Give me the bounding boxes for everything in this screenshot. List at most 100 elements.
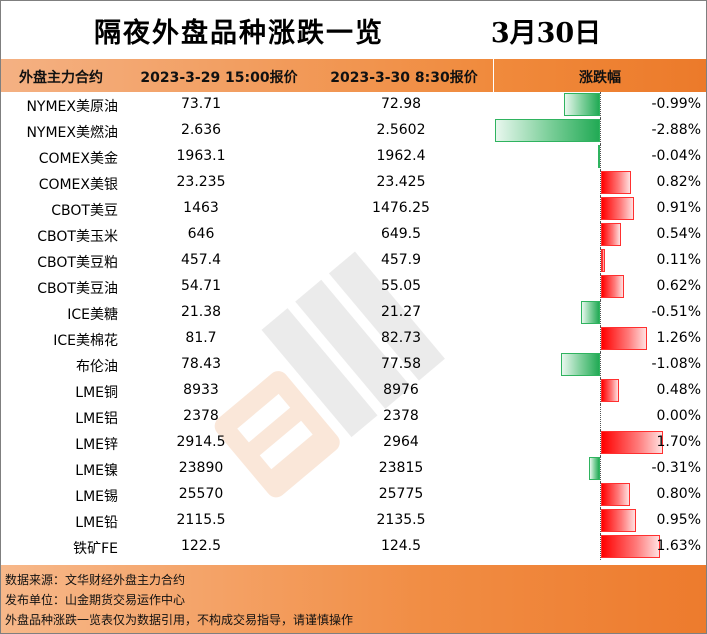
curr-price: 55.05 — [380, 278, 422, 294]
change-bar-cell — [494, 534, 706, 560]
prev-price: 78.43 — [180, 356, 222, 372]
change-bar-cell — [494, 482, 706, 508]
change-percent: -1.08% — [651, 356, 701, 372]
contract-name: LME锡 — [75, 489, 118, 505]
change-bar-cell — [494, 430, 706, 456]
contract-name: NYMEX美燃油 — [26, 125, 118, 141]
loss-bar — [560, 353, 600, 376]
contract-name: CBOT美玉米 — [37, 229, 118, 245]
zero-axis — [600, 534, 601, 560]
zero-axis — [600, 92, 601, 118]
prev-price: 2914.5 — [176, 434, 226, 450]
prev-price: 23890 — [178, 460, 224, 476]
change-bar-cell — [494, 170, 706, 196]
change-bar-cell — [494, 300, 706, 326]
table-footer: 数据来源：文华财经外盘主力合约 发布单位：山金期货交易运作中心 外盘品种涨跌一览… — [1, 565, 706, 633]
contract-name: LME铅 — [75, 515, 118, 531]
curr-price: 23815 — [378, 460, 424, 476]
contract-name: 铁矿FE — [73, 541, 118, 557]
contract-name: CBOT美豆粕 — [37, 255, 118, 271]
zero-axis — [600, 430, 601, 456]
footer-publisher: 发布单位：山金期货交易运作中心 — [5, 593, 186, 607]
gain-bar — [601, 431, 664, 454]
gain-bar — [601, 171, 631, 194]
loss-bar — [588, 457, 600, 480]
report-date: 3月30日 — [490, 18, 602, 49]
zero-axis — [600, 508, 601, 534]
table-row: ICE美棉花 81.7 82.73 1.26% — [1, 326, 706, 352]
column-header-change: 涨跌幅 — [579, 70, 621, 86]
prev-price: 1463 — [183, 200, 219, 216]
footer-source: 数据来源：文华财经外盘主力合约 — [5, 573, 186, 587]
zero-axis — [600, 170, 601, 196]
zero-axis — [600, 118, 601, 144]
table-row: LME铅 2115.5 2135.5 0.95% — [1, 508, 706, 534]
curr-price: 2135.5 — [376, 512, 426, 528]
footer-disclaimer: 外盘品种涨跌一览表仅为数据引用，不构成交易指导，请谨慎操作 — [5, 613, 354, 627]
loss-bar — [494, 119, 600, 142]
table-row: CBOT美豆 1463 1476.25 0.91% — [1, 196, 706, 222]
curr-price: 649.5 — [380, 226, 422, 242]
prev-price: 2.636 — [180, 122, 222, 138]
loss-bar — [598, 145, 600, 168]
loss-bar — [581, 301, 600, 324]
prev-price: 1963.1 — [176, 148, 226, 164]
table-body: NYMEX美原油 73.71 72.98 -0.99% NYMEX美燃油 2.636 2.5… — [1, 92, 706, 560]
prev-price: 646 — [187, 226, 215, 242]
change-percent: 0.91% — [656, 200, 701, 216]
zero-axis — [600, 482, 601, 508]
change-percent: -0.99% — [651, 96, 701, 112]
gain-bar — [601, 249, 605, 272]
contract-name: LME锌 — [75, 437, 118, 453]
gain-bar — [601, 197, 635, 220]
change-percent: -2.88% — [651, 122, 701, 138]
change-bar-cell — [494, 508, 706, 534]
curr-price: 77.58 — [380, 356, 422, 372]
gain-bar — [601, 379, 619, 402]
table-row: LME铜 8933 8976 0.48% — [1, 378, 706, 404]
change-bar-cell — [494, 118, 706, 144]
change-bar-cell — [494, 222, 706, 248]
table-row: CBOT美豆油 54.71 55.05 0.62% — [1, 274, 706, 300]
curr-price: 82.73 — [380, 330, 422, 346]
curr-price: 72.98 — [380, 96, 422, 112]
change-bar-cell — [494, 196, 706, 222]
gain-bar — [601, 275, 624, 298]
prev-price: 54.71 — [180, 278, 222, 294]
column-header-curr: 2023-3-30 8:30报价 — [330, 70, 478, 86]
change-percent: 1.70% — [656, 434, 701, 450]
contract-name: NYMEX美原油 — [26, 99, 118, 115]
prev-price: 81.7 — [185, 330, 217, 346]
table-row: LME锌 2914.5 2964 1.70% — [1, 430, 706, 456]
table-row: COMEX美银 23.235 23.425 0.82% — [1, 170, 706, 196]
table-row: ICE美糖 21.38 21.27 -0.51% — [1, 300, 706, 326]
contract-name: ICE美糖 — [67, 307, 118, 323]
curr-price: 25775 — [378, 486, 424, 502]
change-percent: 0.95% — [656, 512, 701, 528]
curr-price: 457.9 — [380, 252, 422, 268]
curr-price: 21.27 — [380, 304, 422, 320]
curr-price: 2378 — [383, 408, 419, 424]
prev-price: 73.71 — [180, 96, 222, 112]
curr-price: 1476.25 — [372, 200, 430, 216]
change-percent: -0.31% — [651, 460, 701, 476]
zero-axis — [600, 274, 601, 300]
change-percent: 1.63% — [656, 538, 701, 554]
gain-bar — [601, 509, 636, 532]
column-header-prev: 2023-3-29 15:00报价 — [140, 70, 298, 86]
zero-axis — [600, 378, 601, 404]
table-row: LME镍 23890 23815 -0.31% — [1, 456, 706, 482]
header-divider — [493, 59, 494, 92]
change-bar-cell — [494, 274, 706, 300]
loss-bar — [563, 93, 600, 116]
contract-name: LME镍 — [75, 463, 118, 479]
change-percent: 0.11% — [656, 252, 701, 268]
change-bar-cell — [494, 248, 706, 274]
change-bar-cell — [494, 352, 706, 378]
curr-price: 1962.4 — [376, 148, 426, 164]
table-row: 布伦油 78.43 77.58 -1.08% — [1, 352, 706, 378]
zero-axis — [600, 144, 601, 170]
contract-name: CBOT美豆 — [51, 203, 118, 219]
gain-bar — [601, 535, 661, 558]
